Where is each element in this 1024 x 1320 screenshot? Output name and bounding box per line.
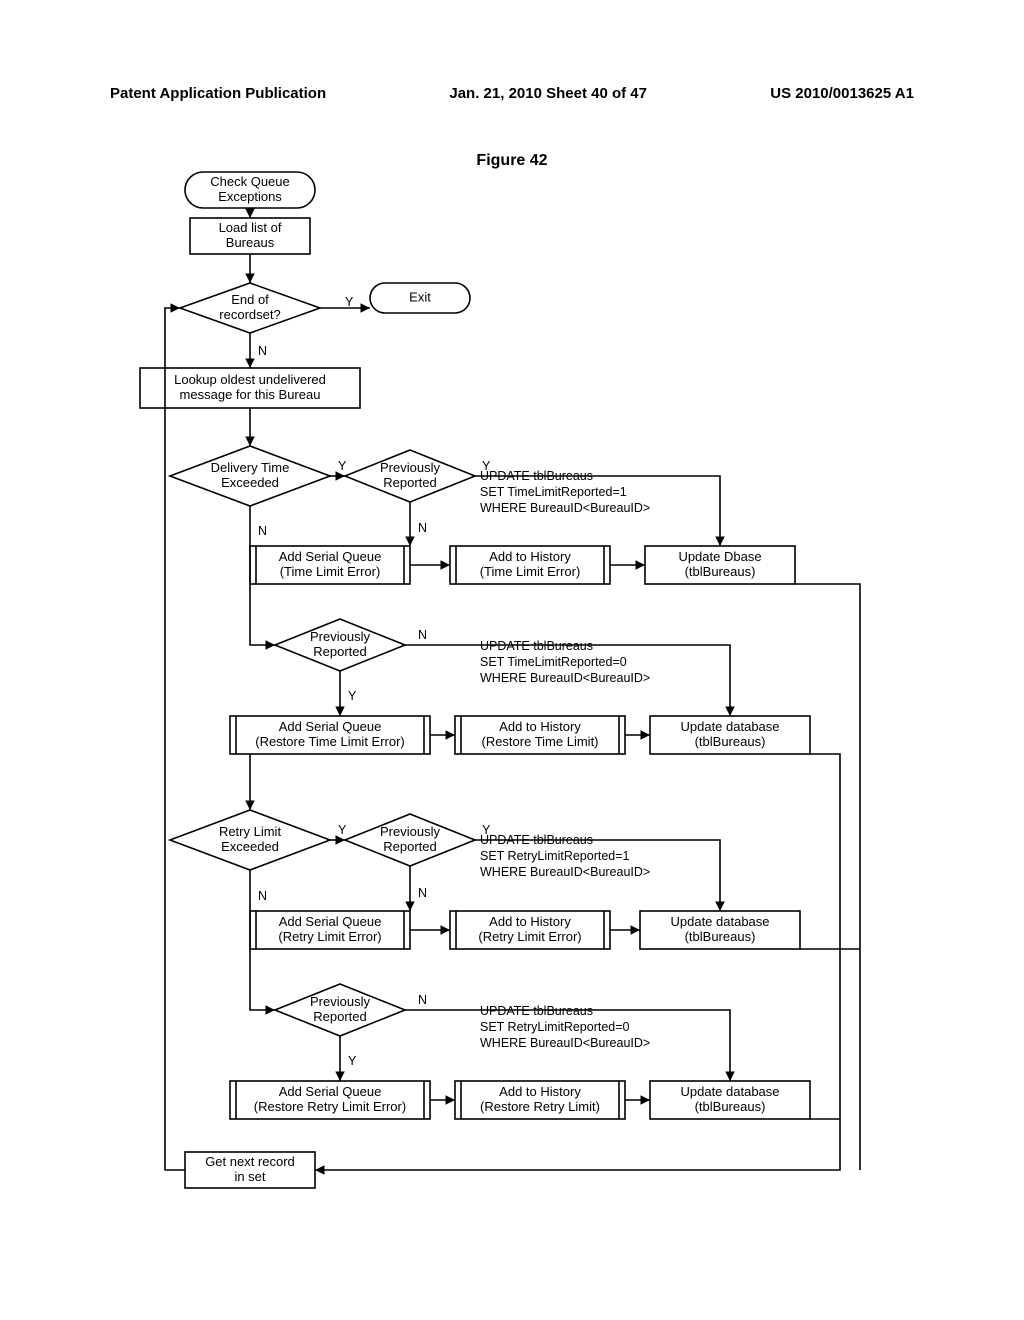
node-sql4: UPDATE tblBureaus SET RetryLimitReported=…: [480, 1004, 650, 1050]
svg-text:N: N: [418, 886, 427, 900]
svg-text:Y: Y: [482, 823, 491, 837]
header-right: US 2010/0013625 A1: [770, 85, 914, 102]
svg-text:Reported: Reported: [313, 1009, 366, 1024]
svg-text:SET TimeLimitReported=1: SET TimeLimitReported=1: [480, 485, 627, 499]
svg-text:(Restore Retry Limit Error): (Restore Retry Limit Error): [254, 1099, 406, 1114]
svg-text:N: N: [418, 521, 427, 535]
svg-text:Check Queue: Check Queue: [210, 174, 290, 189]
svg-text:(Restore Time Limit Error): (Restore Time Limit Error): [255, 734, 405, 749]
svg-text:Add to History: Add to History: [489, 549, 571, 564]
svg-text:N: N: [418, 628, 427, 642]
svg-text:Reported: Reported: [383, 475, 436, 490]
svg-text:Add Serial Queue: Add Serial Queue: [279, 549, 382, 564]
svg-text:WHERE BureauID<BureauID>: WHERE BureauID<BureauID>: [480, 501, 650, 515]
svg-text:(Time Limit Error): (Time Limit Error): [480, 564, 581, 579]
svg-text:recordset?: recordset?: [219, 307, 280, 322]
svg-text:(tblBureaus): (tblBureaus): [685, 564, 756, 579]
svg-text:Add Serial Queue: Add Serial Queue: [279, 1084, 382, 1099]
svg-text:Y: Y: [482, 459, 491, 473]
svg-text:Y: Y: [338, 459, 347, 473]
svg-text:Bureaus: Bureaus: [226, 235, 275, 250]
svg-text:(tblBureaus): (tblBureaus): [695, 734, 766, 749]
svg-text:Update database: Update database: [670, 914, 769, 929]
svg-text:Get next record: Get next record: [205, 1154, 295, 1169]
svg-text:Update database: Update database: [680, 1084, 779, 1099]
svg-text:Load list of: Load list of: [219, 220, 282, 235]
flowchart-diagram: Check QueueExceptions Load list ofBureaus…: [0, 170, 1024, 1270]
svg-text:UPDATE tblBureaus: UPDATE tblBureaus: [480, 1004, 593, 1018]
svg-text:(tblBureaus): (tblBureaus): [685, 929, 756, 944]
svg-text:WHERE BureauID<BureauID>: WHERE BureauID<BureauID>: [480, 671, 650, 685]
svg-text:in set: in set: [234, 1169, 265, 1184]
svg-text:(Retry Limit Error): (Retry Limit Error): [478, 929, 581, 944]
svg-text:Exceeded: Exceeded: [221, 475, 279, 490]
svg-text:message for this Bureau: message for this Bureau: [180, 387, 321, 402]
node-sql2: UPDATE tblBureaus SET TimeLimitReported=0…: [480, 639, 650, 685]
svg-text:(Retry Limit Error): (Retry Limit Error): [278, 929, 381, 944]
svg-text:WHERE BureauID<BureauID>: WHERE BureauID<BureauID>: [480, 1036, 650, 1050]
svg-text:Retry Limit: Retry Limit: [219, 824, 282, 839]
svg-text:N: N: [418, 993, 427, 1007]
svg-text:(Restore Time Limit): (Restore Time Limit): [481, 734, 598, 749]
svg-text:Add Serial Queue: Add Serial Queue: [279, 914, 382, 929]
svg-text:Y: Y: [338, 823, 347, 837]
svg-text:Y: Y: [348, 689, 357, 703]
svg-text:Previously: Previously: [310, 994, 370, 1009]
header-left: Patent Application Publication: [110, 85, 326, 102]
svg-text:Update database: Update database: [680, 719, 779, 734]
svg-text:Add Serial Queue: Add Serial Queue: [279, 719, 382, 734]
svg-text:Add to History: Add to History: [489, 914, 571, 929]
svg-text:Exceeded: Exceeded: [221, 839, 279, 854]
svg-text:N: N: [258, 344, 267, 358]
svg-text:Y: Y: [345, 295, 354, 309]
page-header: Patent Application Publication Jan. 21, …: [0, 85, 1024, 102]
svg-text:(Restore Retry Limit): (Restore Retry Limit): [480, 1099, 600, 1114]
svg-text:Previously: Previously: [310, 629, 370, 644]
svg-text:Previously: Previously: [380, 824, 440, 839]
svg-text:Lookup oldest undelivered: Lookup oldest undelivered: [174, 372, 326, 387]
svg-text:SET RetryLimitReported=1: SET RetryLimitReported=1: [480, 849, 630, 863]
svg-text:UPDATE tblBureaus: UPDATE tblBureaus: [480, 639, 593, 653]
svg-text:Reported: Reported: [383, 839, 436, 854]
svg-text:N: N: [258, 889, 267, 903]
svg-text:Delivery Time: Delivery Time: [211, 460, 290, 475]
svg-text:End of: End of: [231, 292, 269, 307]
svg-text:(Time Limit Error): (Time Limit Error): [280, 564, 381, 579]
svg-text:Add to History: Add to History: [499, 1084, 581, 1099]
figure-title: Figure 42: [0, 152, 1024, 170]
svg-text:SET TimeLimitReported=0: SET TimeLimitReported=0: [480, 655, 627, 669]
svg-text:Add to History: Add to History: [499, 719, 581, 734]
svg-text:Reported: Reported: [313, 644, 366, 659]
header-center: Jan. 21, 2010 Sheet 40 of 47: [449, 85, 647, 102]
svg-text:WHERE BureauID<BureauID>: WHERE BureauID<BureauID>: [480, 865, 650, 879]
svg-text:Previously: Previously: [380, 460, 440, 475]
svg-text:(tblBureaus): (tblBureaus): [695, 1099, 766, 1114]
svg-text:Exceptions: Exceptions: [218, 189, 282, 204]
svg-text:Update Dbase: Update Dbase: [678, 549, 761, 564]
svg-text:N: N: [258, 524, 267, 538]
svg-text:SET RetryLimitReported=0: SET RetryLimitReported=0: [480, 1020, 630, 1034]
svg-text:Y: Y: [348, 1054, 357, 1068]
svg-text:Exit: Exit: [409, 289, 431, 304]
